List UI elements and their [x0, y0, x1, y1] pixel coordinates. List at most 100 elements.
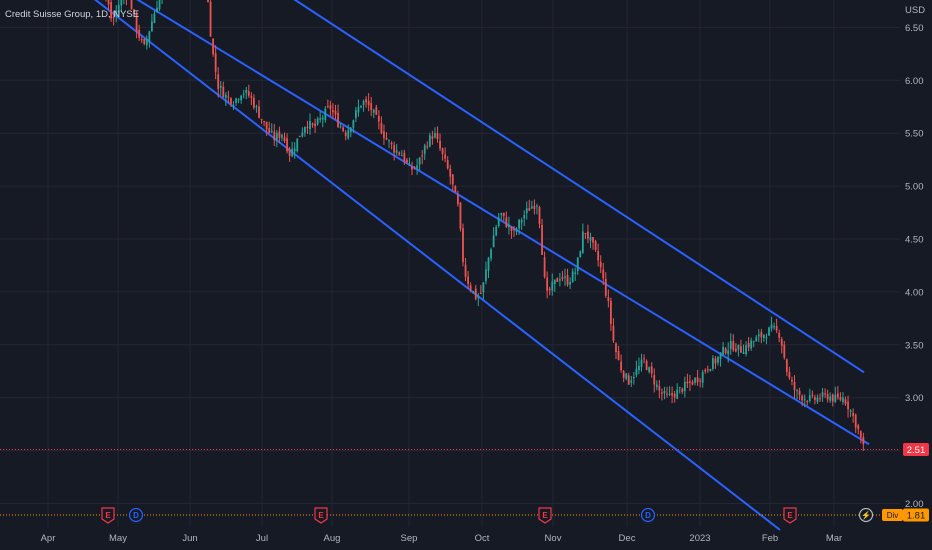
candle-body	[270, 131, 273, 133]
trendline-upper-channel[interactable]	[17, 0, 865, 374]
candle-body	[541, 224, 543, 255]
currency-label: USD	[905, 5, 925, 16]
candle-body	[120, 0, 123, 6]
candle-body	[413, 167, 416, 169]
candle-body	[265, 121, 268, 130]
candle-body	[360, 105, 362, 108]
candle-body	[854, 414, 857, 428]
split-event-marker[interactable]: ⚡	[858, 507, 874, 523]
candle-body	[347, 130, 350, 139]
candle-body	[538, 207, 541, 224]
candle-body	[140, 39, 143, 41]
candle-body	[145, 38, 148, 46]
candle-body	[309, 120, 311, 130]
candle-body	[814, 397, 816, 400]
candle-body	[826, 394, 829, 400]
time-tick-label: Jul	[256, 533, 268, 544]
trendlines[interactable]	[4, 0, 870, 531]
candle-body	[859, 431, 862, 438]
candle-body	[408, 164, 411, 166]
candle-body	[377, 115, 380, 122]
candle-body	[513, 229, 515, 231]
candle-body	[275, 133, 278, 141]
candle-body	[209, 1, 212, 37]
time-tick-label: Nov	[545, 533, 562, 544]
candle-body	[724, 348, 727, 354]
candle-body	[610, 300, 612, 324]
candle-body	[258, 106, 260, 118]
earnings-event-marker[interactable]: E	[314, 507, 328, 524]
candle-body	[793, 382, 796, 390]
candle-body	[648, 367, 651, 372]
candle-body	[482, 282, 485, 293]
candle-body	[694, 377, 696, 383]
candle-body	[546, 277, 549, 291]
earnings-event-marker[interactable]: E	[101, 507, 115, 524]
candles	[105, 0, 865, 451]
candle-body	[691, 381, 694, 385]
candle-body	[133, 9, 135, 14]
candle-body	[681, 388, 684, 392]
candle-body	[607, 297, 610, 302]
candle-body	[268, 128, 271, 133]
candle-body	[821, 392, 824, 397]
time-tick-label: Dec	[619, 533, 636, 544]
candle-body	[798, 390, 801, 395]
candle-body	[745, 345, 747, 355]
candle-body	[755, 337, 758, 342]
candle-body	[230, 98, 232, 105]
candle-body	[834, 395, 837, 402]
candle-body	[143, 38, 146, 44]
candle-body	[273, 131, 276, 141]
candle-body	[806, 401, 809, 403]
candle-body	[431, 136, 434, 139]
candle-body	[559, 279, 561, 281]
candle-body	[658, 386, 661, 391]
candle-body	[485, 269, 487, 282]
candle-body	[536, 205, 538, 207]
candle-body	[525, 208, 528, 214]
candle-body	[622, 371, 625, 378]
candle-body	[862, 436, 865, 445]
candle-body	[500, 213, 503, 216]
candle-body	[250, 96, 253, 98]
candle-body	[219, 85, 222, 88]
earnings-icon	[101, 507, 115, 524]
candle-body	[819, 398, 821, 400]
dividend-event-marker[interactable]: D	[640, 507, 656, 523]
candle-body	[436, 133, 439, 140]
candle-body	[326, 106, 329, 108]
trendline-lower-channel[interactable]	[4, 0, 781, 531]
candle-body	[224, 94, 227, 98]
earnings-event-marker[interactable]: E	[783, 507, 797, 524]
candle-body	[678, 387, 681, 389]
candle-body	[474, 288, 477, 299]
candle-body	[643, 358, 645, 360]
time-axis[interactable]: Apr May Jun Jul Aug Sep Oct Nov Dec 2023 Feb Mar	[41, 533, 843, 544]
candle-body	[543, 257, 546, 277]
candle-body	[296, 138, 299, 152]
candle-body	[151, 21, 153, 32]
event-letter: E	[105, 511, 111, 520]
candle-body	[625, 373, 628, 379]
earnings-event-marker[interactable]: E	[538, 507, 552, 524]
candle-body	[816, 397, 819, 402]
candle-body	[763, 335, 765, 339]
candle-body	[847, 401, 849, 410]
event-markers[interactable]: E D E E D E ⚡	[101, 507, 874, 524]
dividend-event-marker[interactable]: D	[128, 507, 144, 523]
candle-body	[632, 376, 635, 379]
candle-body	[727, 350, 730, 355]
candle-body	[801, 395, 804, 401]
candle-body	[418, 157, 421, 165]
trendline-middle-channel[interactable]	[4, 0, 870, 446]
candle-body	[683, 381, 686, 392]
candle-body	[645, 360, 648, 370]
candle-body	[207, 0, 209, 2]
candle-body	[428, 135, 431, 147]
price-tick-label: 2.00	[905, 499, 924, 510]
candle-body	[732, 341, 735, 351]
candle-body	[490, 249, 492, 259]
